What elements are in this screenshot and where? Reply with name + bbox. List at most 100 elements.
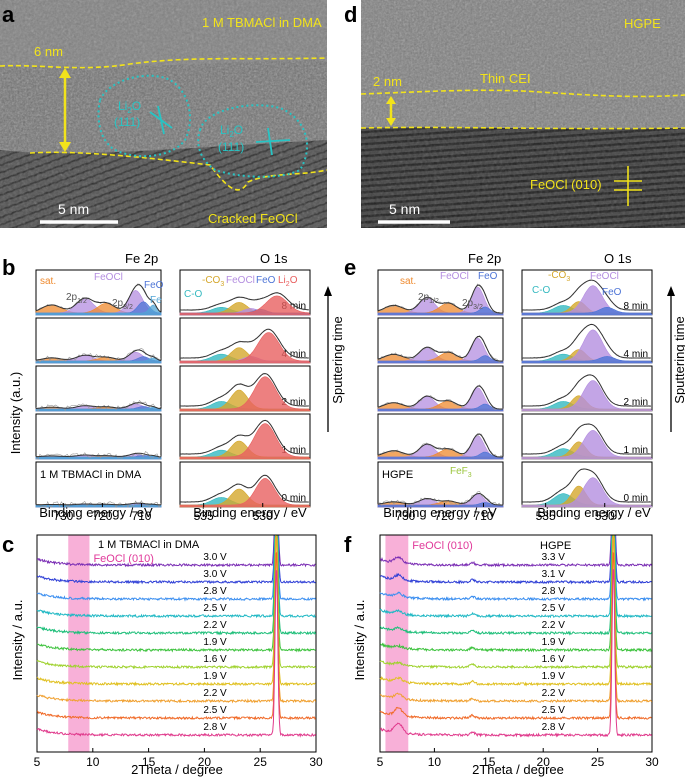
arrowhead-down-d	[386, 118, 396, 126]
sputter-time-label: 8 min	[624, 301, 648, 312]
o-tick-label: 535	[194, 509, 214, 523]
thickness-label-d: 2 nm	[373, 74, 402, 89]
xrd-pattern	[379, 535, 652, 619]
sputter-time-label: 1 min	[624, 445, 648, 456]
voltage-label: 2.2 V	[542, 620, 566, 631]
sputter-time-label: 4 min	[282, 349, 306, 360]
panel-b-letter: b	[2, 255, 15, 280]
fe-tick-label: 730	[395, 509, 415, 523]
b-xlabel-o: Binding energy / eV	[193, 505, 307, 520]
sputter-time-label: 0 min	[624, 493, 648, 504]
li2o-label-1: Li2O	[118, 99, 141, 115]
o-envelope	[180, 419, 309, 455]
sample-label: 1 M TBMACl in DMA	[40, 469, 142, 481]
label-fe: Fe	[150, 295, 162, 306]
fe-envelope	[35, 452, 162, 458]
xrd-tick-label: 25	[591, 755, 605, 769]
voltage-label: 1.6 V	[542, 654, 566, 665]
fe-fit-peak	[377, 451, 504, 460]
xrd-pattern	[379, 535, 652, 670]
voltage-label: 3.0 V	[203, 569, 227, 580]
label-feocl: FeOCl	[94, 272, 123, 283]
xrd-tick-label: 25	[254, 755, 268, 769]
label-sat: sat.	[400, 276, 416, 287]
c-xlabel: 2Theta / degree	[131, 762, 223, 777]
e-o1s-title: O 1s	[604, 251, 632, 266]
cei-label: Thin CEI	[480, 71, 531, 86]
o-fit-peak	[179, 376, 311, 412]
label-2p12: 2p1/2	[66, 292, 87, 305]
fe-tick-label: 730	[53, 509, 73, 523]
voltage-label: 2.5 V	[203, 603, 227, 614]
o-envelope	[522, 423, 651, 455]
o-envelope	[180, 474, 309, 503]
xrd-tick-label: 30	[309, 755, 323, 769]
voltage-label: 3.3 V	[542, 552, 566, 563]
xps-fe-frame	[35, 365, 162, 412]
xps-panel-b: 8 min 4 min 2 min 1 min 0 min 730 720 710 535 530…	[35, 269, 311, 523]
fe-tick-label: 710	[473, 509, 493, 523]
feocl-010-band	[68, 535, 90, 752]
panel-a-title: 1 M TBMACl in DMA	[202, 15, 322, 30]
xrd-pattern	[36, 535, 316, 653]
fe-fit-peak	[35, 406, 162, 412]
xrd-pattern	[380, 535, 652, 585]
label-co3: -CO3	[202, 275, 224, 288]
xrd-pattern	[36, 535, 317, 704]
xrd-panel-f: 3.3 V 3.1 V 2.8 V 2.5 V 2.2 V 1.9 V 1.6 V 1.9 V…	[377, 534, 659, 769]
cracked-feocl-label: Cracked FeOCl	[208, 211, 298, 226]
o-fit-peak	[521, 380, 653, 412]
label-li2o: Li2O	[278, 275, 298, 288]
voltage-label: 2.2 V	[203, 688, 227, 699]
xrd-pattern	[379, 535, 652, 687]
feocl-plane-label: FeOCl (010)	[530, 177, 602, 192]
fe-envelope	[35, 284, 162, 313]
scale-label-d: 5 nm	[389, 201, 420, 217]
xrd-pattern	[36, 535, 317, 602]
fe-fit-peak	[35, 304, 162, 316]
xrd-panel-c: 3.0 V 3.0 V 2.8 V 2.5 V 2.2 V 1.9 V 1.6 V 1.9 V…	[34, 534, 323, 769]
xrd-pattern	[36, 535, 317, 670]
xrd-tick-label: 5	[377, 755, 384, 769]
fe-tick-label: 720	[434, 509, 454, 523]
interface-upper-a	[0, 57, 328, 69]
xrd-sample-label: HGPE	[540, 540, 571, 552]
label-co3: -CO3	[548, 270, 570, 283]
sputter-time-label: 2 min	[624, 397, 648, 408]
xrd-tick-label: 15	[482, 755, 496, 769]
b-side-arrowhead	[324, 286, 332, 296]
o-fit-peak	[179, 423, 311, 460]
label-2p12: 2p1/2	[418, 292, 439, 305]
li2o-region-2	[197, 104, 309, 178]
fe-envelope	[36, 502, 162, 506]
sample-label: HGPE	[382, 469, 413, 481]
fe-envelope	[377, 284, 503, 314]
fe-raw-spectrum	[35, 400, 162, 412]
b-o1s-title: O 1s	[260, 251, 288, 266]
label-feo: FeO	[144, 280, 164, 291]
lattice-mark-1	[149, 105, 173, 135]
voltage-label: 1.9 V	[203, 637, 227, 648]
voltage-label: 2.2 V	[542, 688, 566, 699]
fe-fit-peak	[377, 355, 504, 364]
xrd-tick-label: 10	[86, 755, 100, 769]
scale-label-a: 5 nm	[58, 201, 89, 217]
o-tick-label: 535	[536, 509, 556, 523]
label-2p32: 2p3/2	[462, 298, 483, 311]
o-tick-label: 530	[253, 509, 273, 523]
xrd-pattern	[36, 535, 316, 585]
voltage-label: 2.5 V	[542, 705, 566, 716]
label-feocl: FeOCl	[440, 271, 469, 282]
fe-envelope	[377, 385, 503, 410]
xrd-tick-label: 10	[428, 755, 442, 769]
label-o-feocl: FeOCl	[590, 271, 619, 282]
xps-panel-e: 8 min 4 min 2 min 1 min 0 min 730 720 710 535 530…	[377, 269, 653, 523]
li2o-region-1	[97, 74, 191, 158]
xrd-pattern	[36, 535, 316, 619]
sputter-time-label: 4 min	[624, 349, 648, 360]
xrd-pattern	[379, 535, 653, 636]
voltage-label: 2.8 V	[203, 722, 227, 733]
xps-fe-frame	[35, 413, 162, 460]
panel-f-letter: f	[344, 532, 352, 557]
